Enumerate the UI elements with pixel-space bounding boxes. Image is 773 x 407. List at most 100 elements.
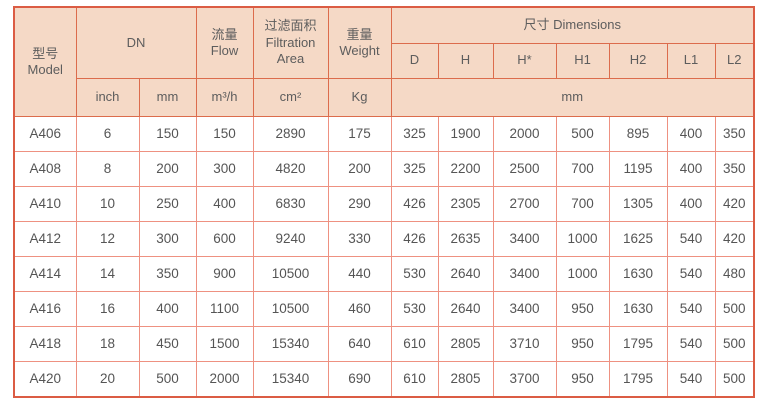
value-cell: 1630 bbox=[608, 255, 668, 292]
value-cell: 540 bbox=[666, 360, 716, 397]
header-row-units: inch mm m³/h cm² Kg mm bbox=[14, 77, 755, 117]
value-cell: 3700 bbox=[492, 360, 557, 397]
table-row: A418 18 450 1500 15340 640 610 2805 3710 950 1795 5… bbox=[13, 325, 755, 362]
value-cell: 2200 bbox=[437, 150, 494, 187]
value-cell: 350 bbox=[714, 150, 755, 187]
value-cell: 500 bbox=[138, 360, 197, 397]
value-cell: 440 bbox=[327, 255, 392, 292]
col-header-dim-h1: H1 bbox=[555, 42, 610, 79]
value-cell: 2305 bbox=[437, 185, 494, 222]
value-cell: 530 bbox=[390, 255, 439, 292]
value-cell: 10500 bbox=[252, 290, 329, 327]
value-cell: 1795 bbox=[608, 360, 668, 397]
value-cell: 426 bbox=[390, 185, 439, 222]
value-cell: 2640 bbox=[437, 255, 494, 292]
value-cell: 895 bbox=[608, 115, 668, 152]
unit-cell: Kg bbox=[327, 77, 392, 117]
model-cell: A420 bbox=[13, 360, 77, 397]
value-cell: 2890 bbox=[252, 115, 329, 152]
value-cell: 4820 bbox=[252, 150, 329, 187]
value-cell: 150 bbox=[195, 115, 254, 152]
unit-cell: m³/h bbox=[195, 77, 254, 117]
value-cell: 1100 bbox=[195, 290, 254, 327]
value-cell: 12 bbox=[75, 220, 140, 257]
col-header-dim-h: H bbox=[437, 42, 494, 79]
col-header-dn: DN bbox=[75, 6, 197, 79]
value-cell: 1900 bbox=[437, 115, 494, 152]
value-cell: 2500 bbox=[492, 150, 557, 187]
value-cell: 150 bbox=[138, 115, 197, 152]
value-cell: 250 bbox=[138, 185, 197, 222]
model-cell: A416 bbox=[13, 290, 77, 327]
value-cell: 15340 bbox=[252, 325, 329, 362]
value-cell: 330 bbox=[327, 220, 392, 257]
col-header-filtration-area: 过滤面积 Filtration Area bbox=[252, 6, 329, 79]
col-header-dim-hstar: H* bbox=[492, 42, 557, 79]
value-cell: 325 bbox=[390, 150, 439, 187]
value-cell: 540 bbox=[666, 255, 716, 292]
value-cell: 1305 bbox=[608, 185, 668, 222]
col-header-dimensions: 尺寸 Dimensions bbox=[390, 6, 755, 44]
value-cell: 200 bbox=[327, 150, 392, 187]
value-cell: 700 bbox=[555, 185, 610, 222]
value-cell: 3710 bbox=[492, 325, 557, 362]
value-cell: 1000 bbox=[555, 220, 610, 257]
value-cell: 400 bbox=[666, 115, 716, 152]
model-cell: A408 bbox=[13, 150, 77, 187]
value-cell: 500 bbox=[555, 115, 610, 152]
table-row: A414 14 350 900 10500 440 530 2640 3400 1000 1630 5… bbox=[13, 255, 755, 292]
value-cell: 9240 bbox=[252, 220, 329, 257]
col-header-model: 型号 Model bbox=[13, 6, 77, 117]
model-cell: A406 bbox=[13, 115, 77, 152]
value-cell: 18 bbox=[75, 325, 140, 362]
table-row: A420 20 500 2000 15340 690 610 2805 3700 950 1795 5… bbox=[13, 360, 755, 397]
unit-cell: mm bbox=[138, 77, 197, 117]
value-cell: 1630 bbox=[608, 290, 668, 327]
unit-cell: inch bbox=[75, 77, 140, 117]
table-row: A412 12 300 600 9240 330 426 2635 3400 1000 1625 54… bbox=[13, 220, 755, 257]
value-cell: 420 bbox=[714, 220, 755, 257]
value-cell: 300 bbox=[138, 220, 197, 257]
value-cell: 540 bbox=[666, 290, 716, 327]
value-cell: 325 bbox=[390, 115, 439, 152]
value-cell: 2635 bbox=[437, 220, 494, 257]
value-cell: 530 bbox=[390, 290, 439, 327]
dimensions-unit-cell: mm bbox=[390, 77, 755, 117]
value-cell: 3400 bbox=[492, 220, 557, 257]
value-cell: 350 bbox=[714, 115, 755, 152]
table-body: A406 6 150 150 2890 175 325 1900 2000 500 895 400 35… bbox=[13, 115, 755, 397]
col-header-weight: 重量 Weight bbox=[327, 6, 392, 79]
value-cell: 420 bbox=[714, 185, 755, 222]
col-header-dim-l1: L1 bbox=[666, 42, 716, 79]
value-cell: 1500 bbox=[195, 325, 254, 362]
value-cell: 2000 bbox=[492, 115, 557, 152]
value-cell: 10500 bbox=[252, 255, 329, 292]
value-cell: 14 bbox=[75, 255, 140, 292]
specification-table: 型号 Model DN 流量 Flow 过滤面积 Filtration Area… bbox=[13, 6, 755, 398]
value-cell: 690 bbox=[327, 360, 392, 397]
col-header-dim-l2: L2 bbox=[714, 42, 755, 79]
value-cell: 8 bbox=[75, 150, 140, 187]
value-cell: 2805 bbox=[437, 360, 494, 397]
value-cell: 350 bbox=[138, 255, 197, 292]
value-cell: 300 bbox=[195, 150, 254, 187]
value-cell: 1795 bbox=[608, 325, 668, 362]
value-cell: 15340 bbox=[252, 360, 329, 397]
value-cell: 290 bbox=[327, 185, 392, 222]
value-cell: 10 bbox=[75, 185, 140, 222]
header-row-dimension-columns: D H H* H1 H2 L1 L2 bbox=[14, 42, 755, 79]
value-cell: 426 bbox=[390, 220, 439, 257]
model-cell: A412 bbox=[13, 220, 77, 257]
value-cell: 500 bbox=[714, 290, 755, 327]
table-row: A410 10 250 400 6830 290 426 2305 2700 700 1305 400… bbox=[13, 185, 755, 222]
value-cell: 500 bbox=[714, 360, 755, 397]
value-cell: 640 bbox=[327, 325, 392, 362]
value-cell: 700 bbox=[555, 150, 610, 187]
value-cell: 600 bbox=[195, 220, 254, 257]
value-cell: 6 bbox=[75, 115, 140, 152]
model-cell: A414 bbox=[13, 255, 77, 292]
value-cell: 400 bbox=[666, 185, 716, 222]
value-cell: 200 bbox=[138, 150, 197, 187]
value-cell: 3400 bbox=[492, 290, 557, 327]
